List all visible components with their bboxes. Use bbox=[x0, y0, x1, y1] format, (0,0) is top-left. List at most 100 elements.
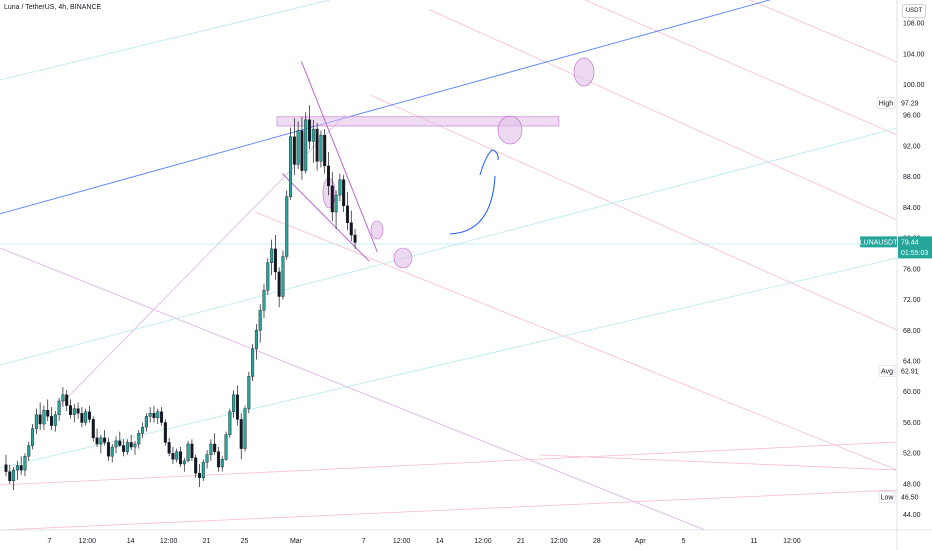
price-tick-label: 100.00 bbox=[903, 82, 925, 89]
candle-body-down bbox=[95, 437, 99, 445]
time-tick-label: 7 bbox=[362, 538, 366, 545]
candle-body-down bbox=[8, 471, 12, 482]
candle-body-down bbox=[103, 437, 107, 443]
candle bbox=[163, 419, 167, 446]
candle-body-up bbox=[281, 256, 285, 297]
bar-countdown: 01:55:03 bbox=[901, 250, 928, 257]
candle-body-up bbox=[186, 443, 190, 462]
price-tick-label: 76.00 bbox=[903, 266, 921, 273]
candle bbox=[273, 235, 277, 280]
candle-body-down bbox=[345, 205, 349, 223]
candle bbox=[334, 190, 338, 229]
candle-body-up bbox=[53, 414, 57, 426]
candle-body-down bbox=[65, 394, 69, 406]
candle bbox=[182, 457, 186, 472]
candle bbox=[194, 454, 198, 478]
candle bbox=[186, 440, 190, 463]
time-tick-label: 5 bbox=[682, 538, 686, 545]
candle bbox=[190, 439, 194, 461]
price-tick-label: 108.00 bbox=[903, 21, 925, 28]
candle-body-down bbox=[68, 405, 72, 415]
candle bbox=[133, 440, 137, 455]
candle-body-up bbox=[110, 446, 114, 457]
projection-arrow bbox=[449, 175, 496, 235]
last-price-bg bbox=[898, 236, 932, 259]
candle-body-down bbox=[197, 472, 201, 478]
candle-body-down bbox=[50, 416, 54, 426]
candle bbox=[34, 408, 38, 434]
price-tick-label: 56.00 bbox=[903, 420, 921, 427]
avg-marker-label-bg bbox=[878, 365, 896, 377]
candle-body-up bbox=[72, 408, 76, 415]
cyan-diagonal-2 bbox=[0, 127, 897, 366]
candle bbox=[57, 397, 61, 421]
candle bbox=[15, 460, 19, 481]
candle bbox=[50, 407, 54, 431]
candle-body-up bbox=[125, 442, 129, 452]
candle-body-down bbox=[118, 440, 122, 446]
candle bbox=[292, 118, 296, 176]
title-separator-1: , bbox=[54, 4, 59, 11]
overlay-lines bbox=[0, 0, 897, 530]
pink-diagonal-6 bbox=[539, 454, 897, 471]
time-axis[interactable]: 7 12:00 14 12:00 21 25 Mar 7 12:00 14 12:00 21 12:00… bbox=[47, 538, 800, 545]
candle bbox=[308, 105, 312, 150]
candle bbox=[345, 192, 349, 231]
touch-ellipse-2 bbox=[370, 220, 384, 240]
pink-diagonal-2 bbox=[369, 94, 897, 331]
pink-diagonal-4 bbox=[584, 0, 897, 136]
candle bbox=[353, 228, 357, 249]
price-tick-label: 64.00 bbox=[903, 359, 921, 366]
candle-body-up bbox=[209, 443, 213, 455]
high-marker-value: 97.29 bbox=[901, 101, 919, 108]
high-marker-label-bg bbox=[876, 97, 896, 109]
candle-body-up bbox=[99, 437, 103, 445]
candle-body-up bbox=[84, 411, 88, 423]
high-marker-value-bg bbox=[898, 97, 932, 109]
currency-button[interactable]: USDT bbox=[902, 4, 926, 18]
price-axis[interactable]: 44.00 48.00 52.00 56.00 60.00 64.00 68.00 72.00… bbox=[903, 21, 925, 520]
candle-body-down bbox=[194, 457, 198, 474]
chart-title: Luna / TetherUS, 4h, BINANCE bbox=[4, 4, 101, 11]
candle bbox=[270, 239, 274, 275]
candle bbox=[300, 116, 304, 180]
price-tick-label: 48.00 bbox=[903, 481, 921, 488]
symbol-name: Luna / TetherUS bbox=[4, 4, 55, 11]
interval-label: 4h bbox=[58, 4, 67, 11]
candle bbox=[114, 436, 118, 454]
candle bbox=[53, 410, 57, 432]
candle bbox=[326, 152, 330, 196]
candle bbox=[4, 454, 8, 477]
price-tick-label: 88.00 bbox=[903, 174, 921, 181]
descending-trend-line bbox=[0, 247, 707, 530]
candle-body-down bbox=[323, 134, 327, 167]
time-tick-label: 12:00 bbox=[79, 538, 97, 545]
price-tick-label: 68.00 bbox=[903, 328, 921, 335]
candle-body-up bbox=[15, 465, 19, 471]
candle bbox=[235, 385, 239, 426]
last-price-value: 79.44 bbox=[901, 240, 919, 247]
candle bbox=[201, 459, 205, 481]
candle bbox=[232, 390, 236, 418]
high-marker: High 97.29 bbox=[876, 97, 932, 109]
candle-body-down bbox=[308, 119, 312, 142]
time-tick-label: 21 bbox=[517, 538, 525, 545]
low-marker-label-bg bbox=[878, 491, 896, 503]
candle bbox=[95, 428, 99, 448]
candle bbox=[46, 399, 50, 421]
candle bbox=[171, 447, 175, 464]
candle bbox=[209, 439, 213, 461]
target-ellipse-2 bbox=[573, 57, 595, 87]
candle-body-down bbox=[122, 445, 126, 452]
candle bbox=[68, 399, 72, 419]
candle-body-up bbox=[247, 376, 251, 409]
candle bbox=[76, 402, 80, 419]
candle bbox=[179, 447, 183, 468]
candle bbox=[323, 129, 327, 174]
time-tick-label: Apr bbox=[635, 538, 647, 545]
low-marker-value: 46.50 bbox=[901, 495, 919, 502]
candle bbox=[304, 112, 308, 174]
candle-body-up bbox=[304, 119, 308, 171]
candle-body-up bbox=[156, 411, 160, 419]
